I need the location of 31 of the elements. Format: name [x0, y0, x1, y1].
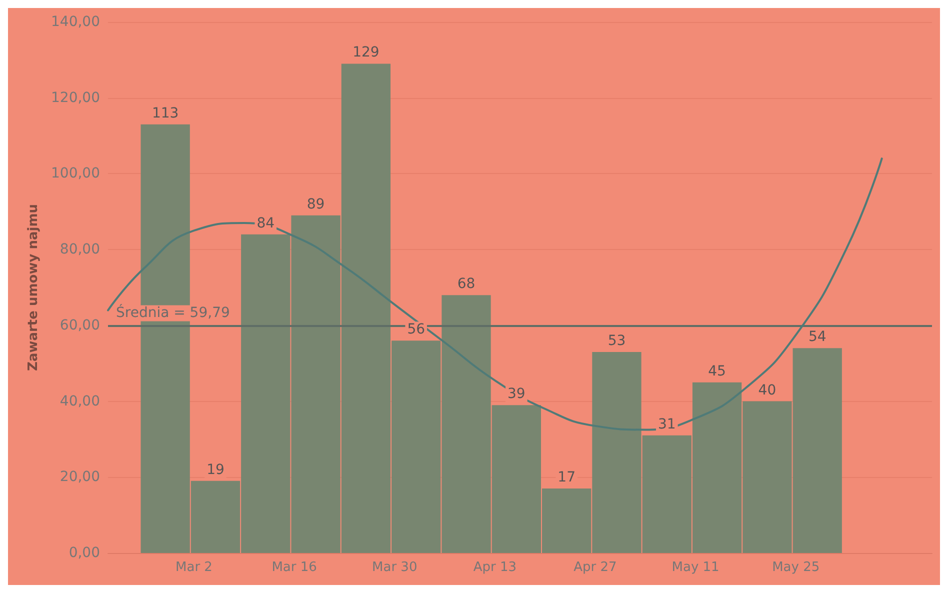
- data-label: 56: [407, 322, 426, 338]
- y-tick-label: 40,00: [60, 393, 100, 410]
- x-tick-label: May 11: [672, 560, 720, 575]
- x-tick-label: Mar 16: [272, 560, 317, 575]
- x-tick-label: Apr 13: [473, 560, 517, 575]
- x-tick-label: Mar 30: [372, 560, 418, 575]
- data-label: 113: [152, 105, 179, 122]
- data-label: 45: [708, 363, 726, 380]
- data-label: 54: [808, 329, 826, 346]
- y-tick-label: 140,00: [51, 14, 100, 30]
- data-label: 84: [256, 215, 275, 232]
- data-label: 129: [352, 44, 380, 61]
- y-tick-label: 0,00: [68, 545, 100, 561]
- y-tick-label: 20,00: [60, 469, 100, 486]
- y-tick-label: 100,00: [51, 166, 100, 182]
- data-label: 19: [206, 462, 224, 478]
- data-label: 68: [457, 276, 476, 292]
- y-tick-label: 80,00: [60, 242, 100, 258]
- y-axis-title: Zawarte umowy najmu: [26, 204, 42, 371]
- data-label: 89: [306, 196, 325, 212]
- x-tick-label: Mar 2: [176, 560, 212, 575]
- data-label: 31: [658, 416, 676, 432]
- x-tick-label: Apr 27: [574, 560, 617, 575]
- data-label: 39: [508, 386, 526, 402]
- data-label: 17: [558, 470, 576, 486]
- x-tick-label: May 25: [772, 560, 820, 575]
- y-tick-label: 60,00: [60, 317, 100, 334]
- data-label: 53: [608, 332, 626, 349]
- data-label: 40: [758, 382, 776, 398]
- ref-line-label: Średnia = 59,79: [116, 304, 230, 322]
- y-tick-label: 120,00: [51, 90, 100, 106]
